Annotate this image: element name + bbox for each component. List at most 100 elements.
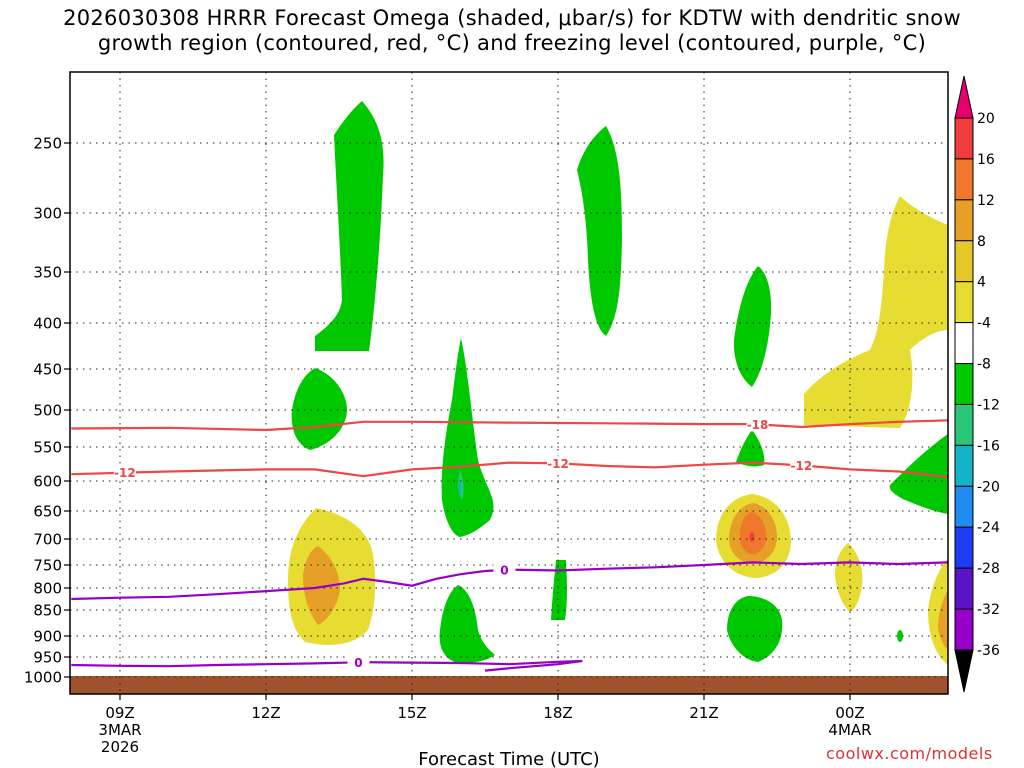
y-tick-label: 850 — [33, 602, 62, 620]
contour-label-bg — [493, 562, 516, 577]
colorbar-segment — [954, 240, 974, 283]
contour-label: 0 — [354, 656, 362, 670]
x-tick-label: 15Z — [397, 704, 426, 722]
contour-label: -12 — [790, 459, 812, 473]
y-tick-label: 300 — [33, 205, 62, 223]
x-tick-label: 12Z — [251, 704, 280, 722]
colorbar-label: -32 — [977, 602, 1000, 618]
colorbar-label: -28 — [977, 561, 1000, 577]
omega-area — [315, 101, 384, 351]
colorbar-segment — [954, 485, 974, 528]
omega-area — [897, 630, 903, 642]
colorbar-segment — [954, 608, 974, 651]
colorbar-segment — [954, 649, 974, 693]
omega-area — [749, 532, 755, 542]
contour-line — [71, 461, 948, 479]
colorbar-segment — [954, 322, 974, 365]
omega-area — [458, 480, 462, 496]
x-tick-label: 18Z — [543, 704, 572, 722]
contour-label: -12 — [547, 457, 569, 471]
colorbar-segment — [954, 363, 974, 405]
contour-label-bg — [790, 458, 813, 473]
colorbar-label: -24 — [977, 520, 1000, 536]
colorbar-label: -36 — [977, 643, 1000, 659]
contour-labels: -18 -12 -12 -12 0 0 — [113, 417, 813, 670]
y-tick-label: 350 — [33, 264, 62, 282]
contour-line — [71, 419, 948, 432]
omega-area — [804, 196, 948, 428]
colorbar-segment — [954, 526, 974, 569]
omega-area — [291, 368, 348, 450]
y-tick-label: 800 — [33, 580, 62, 598]
credit-text: coolwx.com/models — [826, 744, 993, 763]
x-tick-label: 09Z — [105, 704, 134, 722]
plot-frame — [69, 71, 949, 695]
chart-title-line2: growth region (contoured, red, °C) and f… — [97, 31, 927, 55]
x-tick-label: 3MAR — [98, 721, 141, 739]
colorbar-label: -16 — [977, 438, 1000, 454]
contour-label: -12 — [114, 466, 136, 480]
y-tick-label: 950 — [33, 649, 62, 667]
contour-label: 0 — [500, 563, 508, 577]
colorbar-label: -12 — [977, 397, 1000, 413]
y-tick-label: 600 — [33, 473, 62, 491]
colorbar-segment — [954, 567, 974, 610]
contours — [71, 419, 948, 672]
y-tick-label: 400 — [33, 315, 62, 333]
chart-title: 2026030308 HRRR Forecast Omega (shaded, … — [0, 6, 1024, 56]
colorbar-label: -20 — [977, 479, 1000, 495]
colorbar-label: -8 — [977, 357, 991, 373]
colorbar-label: 16 — [977, 152, 995, 168]
colorbar-segment — [954, 281, 974, 324]
x-tick-label: 4MAR — [828, 721, 871, 739]
colorbar-label: 12 — [977, 193, 995, 209]
contour-label-bg — [347, 655, 370, 670]
y-tick-label: 450 — [33, 361, 62, 379]
chart-title-line1: 2026030308 HRRR Forecast Omega (shaded, … — [63, 6, 961, 30]
y-tick-label: 500 — [33, 402, 62, 420]
colorbar-segment — [954, 403, 974, 446]
colorbar-segment — [954, 199, 974, 242]
y-tick-label: 250 — [33, 135, 62, 153]
contour-line — [71, 561, 948, 601]
omega-area — [938, 590, 948, 650]
colorbar-segment — [954, 117, 974, 160]
omega-area — [551, 560, 567, 620]
colorbar-label: 20 — [977, 111, 995, 127]
y-tick-label: 750 — [33, 557, 62, 575]
x-tick-label: 00Z — [835, 704, 864, 722]
contour-label-bg — [746, 417, 769, 432]
y-tick-label: 650 — [33, 503, 62, 521]
omega-area — [303, 546, 340, 625]
omega-shading — [288, 101, 948, 665]
omega-area — [835, 543, 863, 612]
colorbar-segment — [954, 444, 974, 487]
contour-label-bg — [113, 465, 136, 480]
colorbar-label: -4 — [977, 316, 991, 332]
x-tick-label: 2026 — [101, 738, 139, 756]
ground-layer — [70, 676, 948, 694]
omega-area — [441, 338, 494, 537]
x-axis-title: Forecast Time (UTC) — [418, 749, 599, 768]
y-tick-label: 700 — [33, 531, 62, 549]
colorbar-segment — [954, 158, 974, 201]
contour-line — [71, 659, 583, 672]
y-tick-label: 1000 — [24, 669, 62, 687]
omega-area — [733, 266, 772, 387]
omega-area — [577, 126, 622, 336]
contour-label: -18 — [747, 418, 769, 432]
y-tick-label: 550 — [33, 439, 62, 457]
colorbar: 20 16 12 8 4 -4 -8 -12 -16 -20 -24 -28 -32 -36 — [954, 75, 1000, 693]
x-tick-label: 21Z — [689, 704, 718, 722]
contour-label-bg — [547, 456, 569, 471]
colorbar-label: 4 — [977, 275, 986, 291]
omega-area — [736, 430, 765, 467]
omega-area — [727, 596, 783, 662]
y-axis: 250 300 350 400 450 500 550 600 650 700 750 800 850 9… — [24, 135, 70, 687]
colorbar-label: 8 — [977, 234, 986, 250]
omega-area — [439, 585, 495, 663]
colorbar-segment — [954, 75, 974, 119]
y-tick-label: 900 — [33, 628, 62, 646]
